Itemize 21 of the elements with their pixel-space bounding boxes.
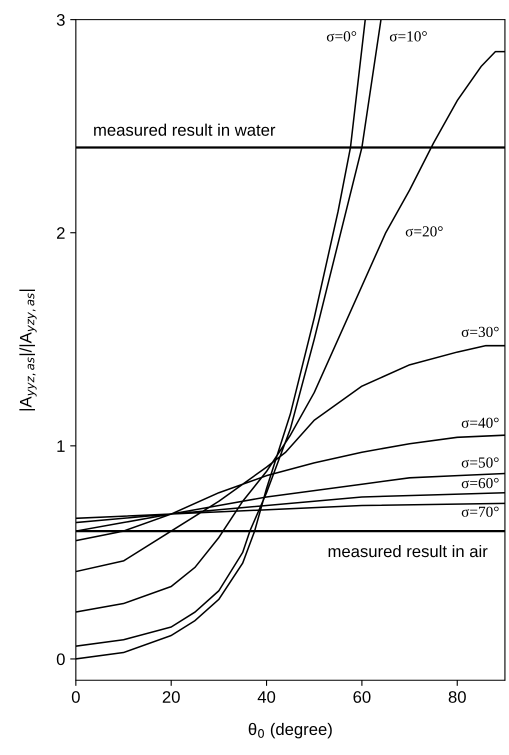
x-tick-label: 20	[162, 691, 180, 703]
series-label: σ=0°	[326, 31, 356, 42]
y-tick-label: 0	[56, 653, 65, 666]
series-label: σ=40°	[462, 418, 499, 428]
x-tick-label: 80	[448, 691, 466, 703]
series-label: σ=60°	[462, 478, 499, 488]
y-tick-label: 2	[56, 227, 65, 239]
x-axis-title: θ$_{0}$ (degree)	[248, 722, 332, 738]
series-label: σ=30°	[462, 326, 499, 338]
y-tick-label: 3	[56, 14, 65, 26]
x-tick-label: 40	[258, 691, 276, 703]
y-tick-label: 1	[57, 440, 65, 452]
ref-line-label: measured result in water	[94, 124, 276, 136]
series-label: σ=50°	[462, 457, 499, 468]
x-tick-label: 60	[353, 691, 371, 703]
series-label: σ=10°	[390, 31, 427, 42]
series-label: σ=20°	[406, 226, 443, 237]
series-label: σ=70°	[462, 506, 499, 517]
x-tick-label: 0	[72, 691, 80, 703]
y-axis-title: |A$_{yyz,as}$|/|A$_{yzy,as}$|	[19, 290, 37, 410]
ref-line-label: measured result in air	[328, 544, 488, 558]
